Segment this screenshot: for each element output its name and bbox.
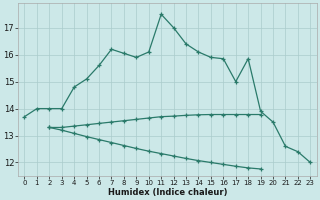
X-axis label: Humidex (Indice chaleur): Humidex (Indice chaleur): [108, 188, 227, 197]
